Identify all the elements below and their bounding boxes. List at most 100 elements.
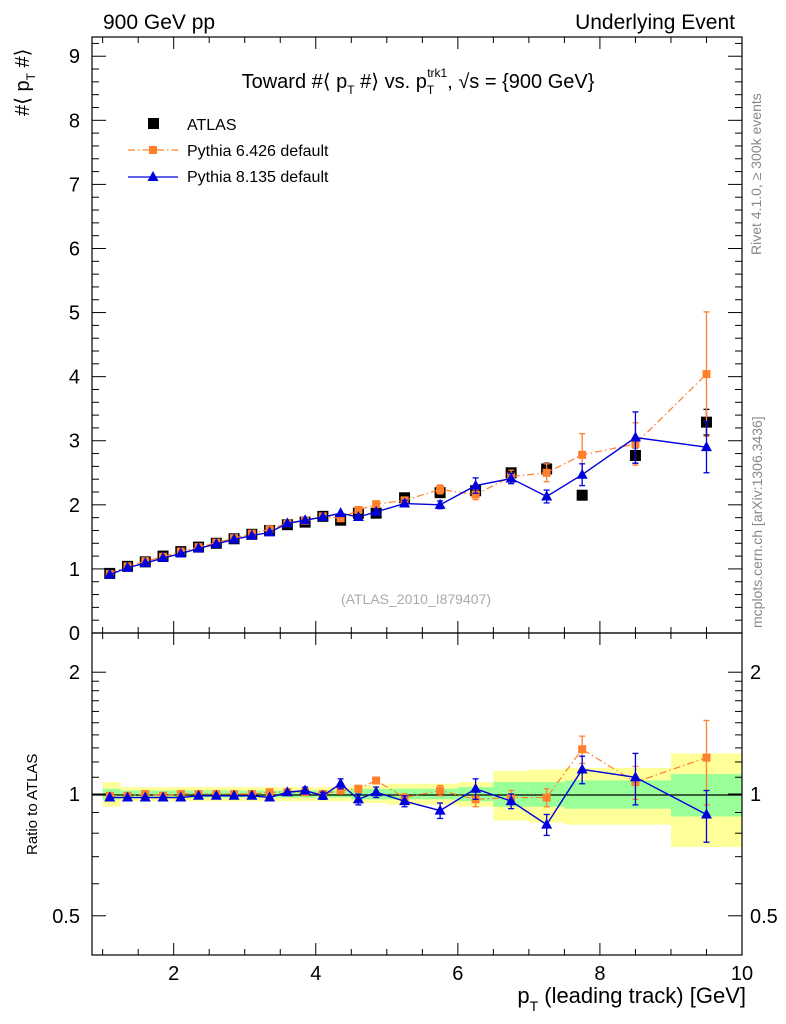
ratio-pythia8-point — [352, 793, 364, 804]
pythia8-point — [157, 552, 169, 563]
ratio-pythia8-point — [434, 804, 446, 815]
main-axis-ticks: 0 1 2 3 4 5 6 7 8 9 — [69, 37, 743, 645]
x-tick-label: 2 — [168, 963, 179, 985]
ratio-pythia8-point — [541, 818, 553, 829]
y-tick-label: 4 — [69, 367, 80, 389]
pythia6-point — [471, 490, 480, 499]
main-panel: 0 1 2 3 4 5 6 7 8 9 Toward #⟨ pT #⟩ vs. pTtrk1, √… — [12, 36, 743, 645]
pythia6-point — [354, 505, 363, 514]
ratio-pythia6-point — [436, 786, 445, 795]
ratio-pythia8-point — [228, 789, 240, 800]
pythia8-point — [434, 498, 446, 509]
pythia8-point — [399, 497, 411, 508]
ratio-y-tick-label-right: 2 — [750, 662, 761, 684]
y-tick-label: 6 — [69, 238, 80, 260]
ratio-pythia8-point — [281, 786, 293, 797]
ratio-pythia8-point — [299, 784, 311, 795]
ratio-pythia8-point — [139, 791, 151, 802]
ratio-pythia6-point — [336, 786, 345, 795]
ratio-plot-area — [104, 719, 712, 843]
pythia8-point — [246, 529, 258, 540]
ratio-y-tick-label: 2 — [69, 662, 80, 684]
rivet-version-label: Rivet 4.1.0, ≥ 300k events — [748, 93, 764, 255]
y-tick-label: 3 — [69, 431, 80, 453]
legend-pythia8-marker — [147, 171, 159, 181]
pythia8-point — [629, 431, 641, 442]
pythia6-point — [336, 514, 345, 523]
ratio-pythia6-point — [354, 784, 363, 793]
ratio-pythia8-point — [700, 808, 712, 819]
pythia8-point — [700, 441, 712, 452]
pythia6-point — [436, 485, 445, 494]
y-tick-label: 5 — [69, 303, 80, 325]
pythia8-point — [193, 542, 205, 553]
pythia8-point — [122, 561, 134, 572]
ratio-pythia8-point — [193, 789, 205, 800]
legend-pythia6-label: Pythia 6.426 default — [187, 143, 329, 160]
pythia8-point — [139, 557, 151, 568]
main-y-label: #⟨ pT #⟩ — [12, 49, 38, 116]
x-tick-label: 6 — [452, 963, 463, 985]
pythia6-point — [702, 370, 711, 379]
x-tick-label: 4 — [310, 963, 321, 985]
x-axis-label: pT (leading track) [GeV] — [517, 983, 746, 1014]
pythia8-point — [370, 505, 382, 516]
pythia8-point — [505, 472, 517, 483]
main-title: Toward #⟨ pT #⟩ vs. pTtrk1, √s = {900 Ge… — [242, 66, 595, 97]
pythia8-point — [299, 514, 311, 525]
ratio-frame — [91, 632, 743, 956]
ratio-axis-ticks: 2 4 6 8 10 0.5 0.5 1 1 2 2 — [52, 633, 778, 985]
ratio-pythia8-point — [629, 771, 641, 782]
y-tick-label: 2 — [69, 495, 80, 517]
pythia8-point — [175, 547, 187, 558]
mcplots-label: mcplots.cern.ch [arXiv:1306.3436] — [749, 416, 765, 628]
x-tick-label: 10 — [731, 963, 753, 985]
pythia8-point — [264, 526, 276, 537]
pythia6-point — [542, 468, 551, 477]
legend-pythia8-label: Pythia 8.135 default — [187, 169, 329, 186]
header-energy-label: 900 GeV pp — [103, 11, 215, 34]
ratio-pythia8-point — [157, 791, 169, 802]
legend-atlas-marker — [148, 118, 159, 129]
y-tick-label: 8 — [69, 110, 80, 132]
ratio-pythia8-point — [210, 789, 222, 800]
ratio-pythia8-point — [317, 789, 329, 800]
atlas-point — [576, 489, 588, 501]
ratio-uncertainty-bands — [102, 753, 742, 847]
pythia8-point — [281, 517, 293, 528]
pythia8-point — [317, 511, 329, 522]
header-process-label: Underlying Event — [575, 11, 735, 34]
ratio-pythia8-point — [505, 795, 517, 806]
legend-pythia6-marker — [149, 146, 157, 154]
ratio-pythia8-point — [175, 791, 187, 802]
ratio-pythia8-point — [576, 763, 588, 774]
y-tick-label: 1 — [69, 559, 80, 581]
legend: ATLAS Pythia 6.426 default Pythia 8.135 … — [128, 117, 329, 186]
ratio-pythia6-point — [578, 745, 587, 754]
pythia8-point — [228, 533, 240, 544]
pythia8-point — [210, 537, 222, 548]
main-plot-area — [104, 311, 712, 579]
pythia6-point — [372, 500, 381, 509]
ratio-pythia8-point — [399, 795, 411, 806]
pythia8-point — [576, 468, 588, 479]
pythia8-point — [541, 490, 553, 501]
pythia8-point — [104, 568, 116, 579]
ratio-panel: 2 4 6 8 10 0.5 0.5 1 1 2 2 Ratio to ATLAS pT (lead… — [24, 632, 778, 1014]
ratio-y-tick-label-right: 1 — [750, 784, 761, 806]
ratio-y-tick-label: 1 — [69, 784, 80, 806]
ratio-y-tick-label: 0.5 — [52, 906, 80, 928]
ratio-pythia8-point — [470, 782, 482, 793]
pythia8-point — [470, 479, 482, 490]
ratio-pythia8-point — [370, 786, 382, 797]
y-tick-label: 0 — [69, 623, 80, 645]
ratio-pythia8-point — [246, 789, 258, 800]
analysis-watermark: (ATLAS_2010_I879407) — [341, 591, 491, 607]
ratio-pythia8-point — [335, 777, 347, 788]
ratio-pythia6-point — [372, 776, 381, 785]
ratio-pythia6-point — [542, 793, 551, 802]
pythia8-point — [352, 511, 364, 522]
y-tick-label: 7 — [69, 174, 80, 196]
ratio-pythia8-point — [264, 791, 276, 802]
